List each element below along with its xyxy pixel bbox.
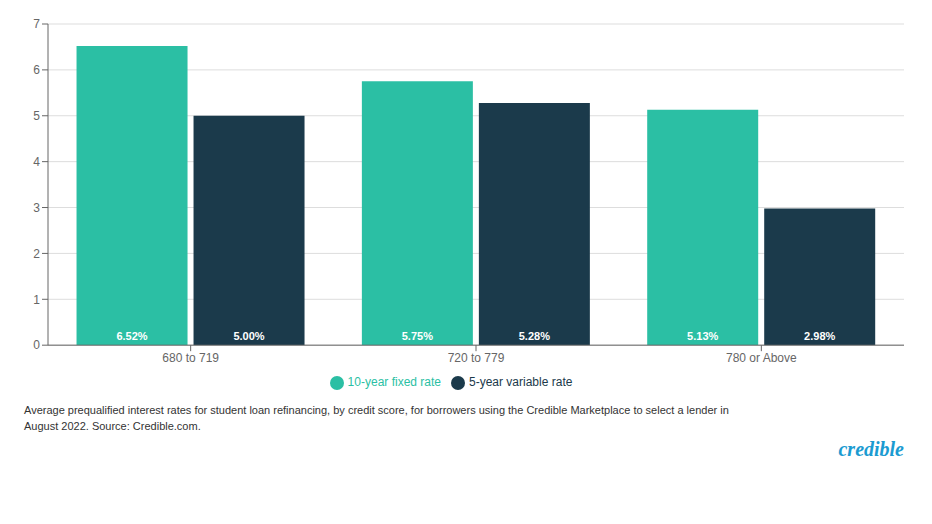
svg-text:5.75%: 5.75% [402, 330, 433, 342]
svg-text:5.00%: 5.00% [233, 330, 264, 342]
svg-text:5: 5 [33, 109, 40, 123]
html-text:5-year variable rate: 5-year variable rate [469, 375, 573, 390]
svg-text:5.13%: 5.13% [687, 330, 718, 342]
svg-text:7: 7 [33, 17, 40, 31]
svg-text:3: 3 [33, 201, 40, 215]
svg-text:2: 2 [33, 247, 40, 261]
html-text:10-year fixed rate: 10-year fixed rate [347, 375, 441, 390]
svg-text:4: 4 [33, 155, 40, 169]
svg-text:5.28%: 5.28% [519, 330, 550, 342]
svg-text:720 to 779: 720 to 779 [448, 351, 505, 365]
svg-text:780 or Above: 780 or Above [726, 351, 797, 365]
html-text:Average prequalified interest: Average prequalified interest rates for … [24, 404, 729, 416]
svg-text:1: 1 [33, 293, 40, 307]
svg-text:6: 6 [33, 63, 40, 77]
html-text:credible: credible [838, 438, 904, 460]
svg-text:2.98%: 2.98% [804, 330, 835, 342]
html-text:August 2022. Source: Credible.: August 2022. Source: Credible.com. [24, 420, 201, 432]
svg-text:0: 0 [33, 338, 40, 352]
svg-text:6.52%: 6.52% [116, 330, 147, 342]
svg-text:680 to 719: 680 to 719 [162, 351, 219, 365]
